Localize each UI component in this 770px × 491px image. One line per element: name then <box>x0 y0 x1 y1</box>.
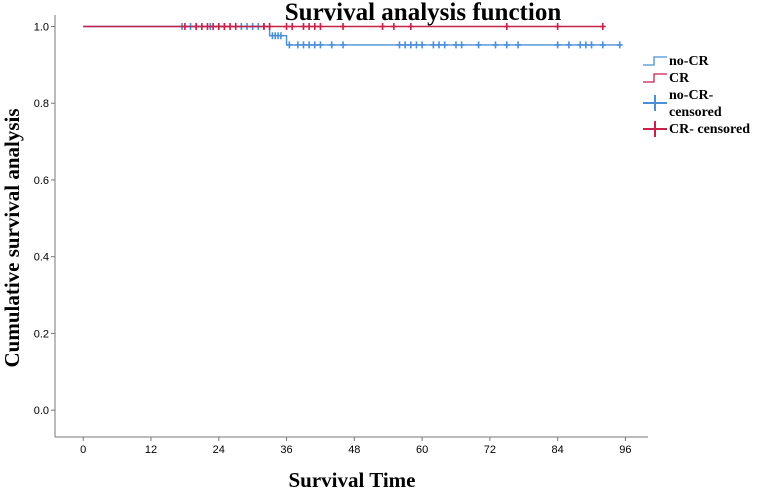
censored-mark-no-cr <box>419 41 426 49</box>
censored-mark-cr <box>221 23 228 31</box>
censored-mark-no-cr <box>286 41 293 49</box>
censored-mark-no-cr <box>311 41 318 49</box>
censored-mark-no-cr <box>317 41 324 49</box>
plot-area <box>83 23 623 49</box>
legend-swatch-cr <box>643 73 667 83</box>
censored-mark-cr <box>390 23 397 31</box>
censored-mark-no-cr <box>441 41 448 49</box>
y-tick-label: 0.4 <box>34 252 49 264</box>
censored-mark-no-cr <box>515 41 522 49</box>
censored-mark-cr <box>289 23 296 31</box>
censored-mark-no-cr <box>577 41 584 49</box>
censored-mark-no-cr <box>588 41 595 49</box>
x-tick-label: 12 <box>145 444 157 456</box>
x-tick-label: 48 <box>348 444 360 456</box>
censored-mark-no-cr <box>396 41 403 49</box>
censored-mark-cr <box>181 23 188 31</box>
censored-mark-no-cr <box>458 41 465 49</box>
censored-mark-cr <box>204 23 211 31</box>
censored-mark-no-cr <box>340 41 347 49</box>
censored-mark-no-cr <box>582 41 589 49</box>
x-tick-label: 72 <box>484 444 496 456</box>
censored-mark-cr <box>340 23 347 31</box>
censored-mark-cr <box>198 23 205 31</box>
censored-mark-cr <box>407 23 414 31</box>
censored-mark-cr <box>215 23 222 31</box>
censored-mark-cr <box>306 23 313 31</box>
censored-mark-no-cr <box>599 41 606 49</box>
legend-swatch-no-cr <box>643 56 667 66</box>
censored-mark-no-cr <box>436 41 443 49</box>
censored-mark-no-cr <box>475 41 482 49</box>
censored-mark-cr <box>210 23 217 31</box>
censored-mark-cr <box>311 23 318 31</box>
censored-mark-cr <box>232 23 239 31</box>
y-axis-label: Cumulative survival analysis <box>0 108 24 367</box>
legend-swatch-no-cr-censored <box>643 95 667 111</box>
y-tick-label: 0.6 <box>34 175 49 187</box>
y-tick-label: 0.0 <box>34 405 49 417</box>
censored-mark-no-cr <box>616 41 623 49</box>
censored-mark-cr <box>554 23 561 31</box>
censored-mark-cr <box>283 23 290 31</box>
censored-mark-no-cr <box>300 41 307 49</box>
censored-mark-cr <box>227 23 234 31</box>
censored-mark-cr <box>599 23 606 31</box>
x-tick-label: 0 <box>80 444 86 456</box>
censored-mark-no-cr <box>565 41 572 49</box>
censored-mark-no-cr <box>306 41 313 49</box>
legend-label-no-cr: no-CR <box>669 54 710 69</box>
censored-mark-no-cr <box>407 41 414 49</box>
series-line-no-cr <box>83 25 620 46</box>
legend-label-cr: CR <box>669 71 690 86</box>
x-tick-label: 36 <box>280 444 292 456</box>
y-tick-label: 1.0 <box>34 22 49 34</box>
censored-mark-no-cr <box>492 41 499 49</box>
censored-mark-no-cr <box>554 41 561 49</box>
legend: no-CR CR no-CR- censored CR- censored <box>643 54 750 137</box>
censored-mark-no-cr <box>430 41 437 49</box>
censored-mark-cr <box>193 23 200 31</box>
censored-mark-no-cr <box>294 41 301 49</box>
y-tick-label: 0.8 <box>34 98 49 110</box>
censored-mark-cr <box>260 23 267 31</box>
censored-mark-cr <box>300 23 307 31</box>
legend-label-no-cr-censored-line2: censored <box>669 105 722 120</box>
x-axis-label: Survival Time <box>289 468 416 491</box>
x-tick-label: 60 <box>416 444 428 456</box>
y-tick-label: 0.2 <box>34 328 49 340</box>
censored-mark-cr <box>266 23 273 31</box>
x-tick-label: 96 <box>619 444 631 456</box>
x-tick-label: 84 <box>552 444 564 456</box>
x-tick-label: 24 <box>213 444 225 456</box>
censored-mark-no-cr <box>277 32 284 40</box>
legend-label-no-cr-censored: no-CR- <box>669 88 714 103</box>
axes: 0 12 24 36 48 60 72 84 96 0.0 0.2 0.4 0.6 0.8 1.0 <box>34 15 648 456</box>
censored-mark-cr <box>317 23 324 31</box>
censored-mark-no-cr <box>402 41 409 49</box>
legend-swatch-cr-censored <box>643 121 667 137</box>
chart-title: Survival analysis function <box>285 0 562 26</box>
censored-mark-no-cr <box>452 41 459 49</box>
censored-mark-no-cr <box>503 41 510 49</box>
censored-mark-cr <box>379 23 386 31</box>
censored-mark-no-cr <box>413 41 420 49</box>
censored-mark-cr <box>503 23 510 31</box>
legend-label-cr-censored: CR- censored <box>669 122 750 137</box>
censored-mark-no-cr <box>328 41 335 49</box>
